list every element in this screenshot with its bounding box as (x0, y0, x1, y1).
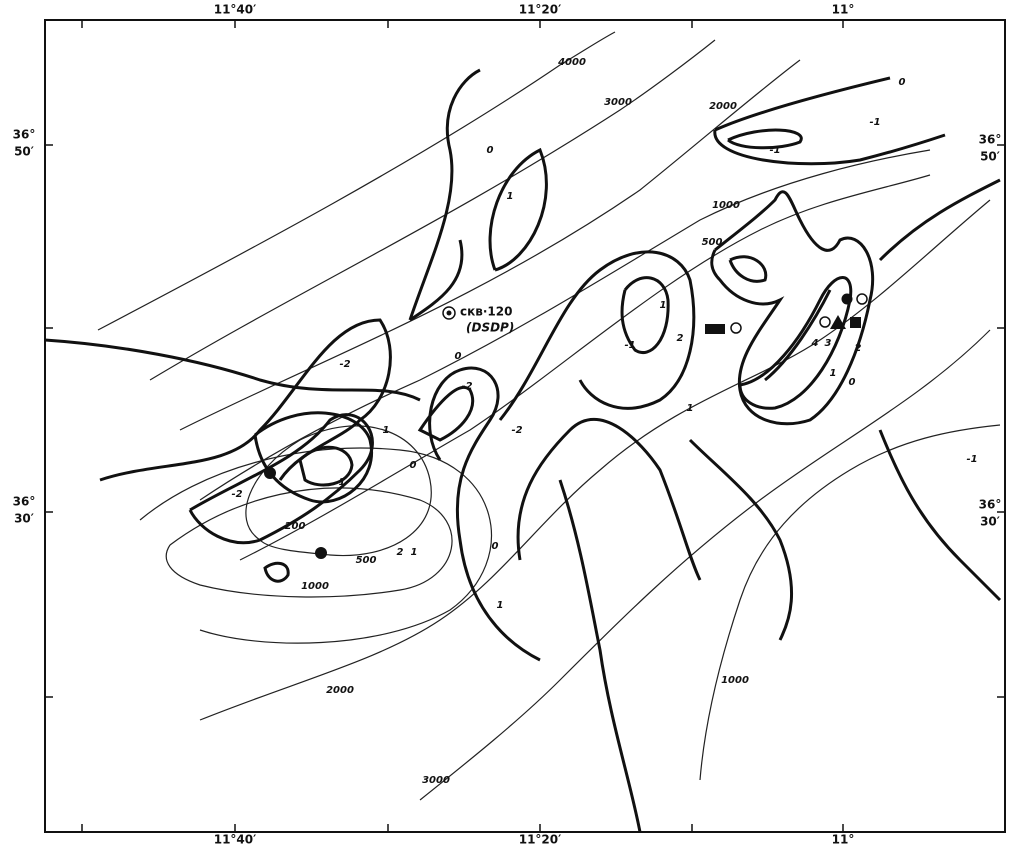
contour-label: 2 (677, 333, 684, 344)
contour-label: -1 (624, 340, 635, 351)
contour-label: 3000 (422, 775, 450, 786)
longitude-label: 11°40′ (214, 3, 257, 17)
longitude-label: 11°20′ (519, 3, 562, 17)
latitude-minutes: 30′ (14, 512, 34, 526)
well-source: (DSDP) (466, 321, 514, 335)
contour-label: 500 (356, 555, 377, 566)
contour-label: 1 (830, 368, 837, 379)
longitude-label: 11°40′ (214, 833, 257, 847)
anomaly-contours (45, 70, 1000, 832)
longitude-label: 11° (832, 833, 855, 847)
contour-label: 200 (285, 521, 306, 532)
contour-label: 1000 (712, 200, 740, 211)
contour-label: 1 (411, 547, 418, 558)
contour-label: 1000 (301, 581, 329, 592)
contour-label: 1 (383, 425, 390, 436)
contour-label: 0 (899, 77, 906, 88)
latitude-minutes: 50′ (980, 150, 1000, 164)
bathymetry-contours (98, 32, 1000, 800)
contour-label: -1 (334, 477, 345, 488)
contour-label: 3000 (604, 97, 632, 108)
contour-label: 1 (507, 191, 514, 202)
latitude-degrees: 36° (979, 498, 1002, 512)
contour-label: 3 (825, 338, 832, 349)
contour-label: -2 (339, 359, 350, 370)
contour-label: 1 (497, 600, 504, 611)
contour-label: 0 (455, 351, 462, 362)
latitude-degrees: 36° (979, 133, 1002, 147)
contour-label: -1 (769, 145, 780, 156)
contour-label: 2000 (326, 685, 354, 696)
longitude-label: 11° (832, 3, 855, 17)
longitude-label: 11°20′ (519, 833, 562, 847)
contour-label: -1 (966, 454, 977, 465)
contour-label: -1 (869, 117, 880, 128)
contour-label: 1000 (721, 675, 749, 686)
contour-label: 2 (855, 343, 862, 354)
contour-label: 4 (811, 338, 819, 349)
contour-label: 2000 (709, 101, 737, 112)
contour-label: -2 (461, 381, 472, 392)
contour-label: 1 (660, 300, 667, 311)
latitude-degrees: 36° (13, 128, 36, 142)
latitude-degrees: 36° (13, 495, 36, 509)
contour-label: 0 (410, 460, 417, 471)
latitude-minutes: 30′ (980, 515, 1000, 529)
latitude-minutes: 50′ (14, 145, 34, 159)
contour-label: -2 (231, 489, 242, 500)
map: 11°40′ 11°20′ 11° 11°40′ 11°20′ 11° 36° … (0, 0, 1012, 847)
contour-label: 1 (687, 403, 694, 414)
contour-label: 0 (849, 377, 856, 388)
well-symbol-dot (447, 311, 452, 316)
well-label: скв·120 (460, 305, 512, 319)
contour-label: 500 (702, 237, 723, 248)
contour-label: 0 (487, 145, 494, 156)
contour-label: 2 (397, 547, 404, 558)
contour-label: 0 (492, 541, 499, 552)
contour-label: -2 (511, 425, 522, 436)
contour-label: 4000 (557, 57, 586, 68)
